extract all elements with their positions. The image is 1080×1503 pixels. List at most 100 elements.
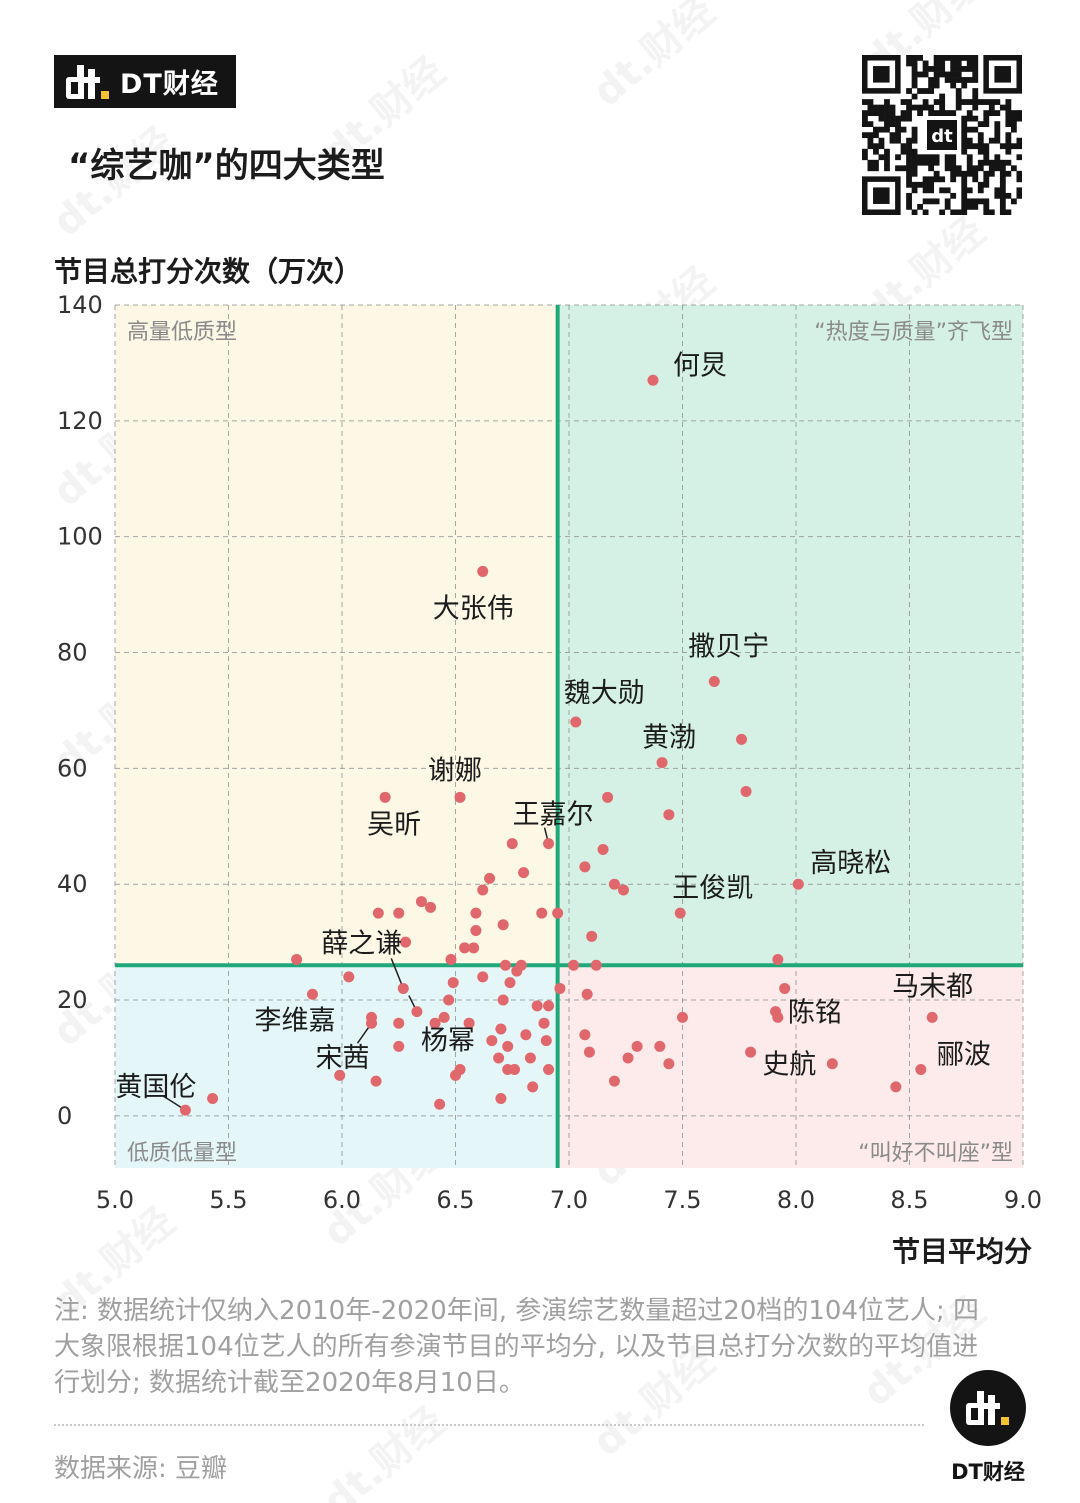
data-source: 数据来源: 豆瓣 (54, 1454, 228, 1484)
scatter-chart: 5.0 5.5 6.0 6.5 7.0 7.5 8.0 8.5 9.0 0 20 40 60 80 100 1… (57, 291, 1042, 1214)
x-tick-label: 5.5 (209, 1186, 247, 1214)
x-tick-label: 6.5 (436, 1186, 474, 1214)
data-point (477, 971, 489, 983)
point-label: 大张伟 (433, 593, 514, 624)
data-point (608, 878, 620, 890)
point-label: 高晓松 (810, 848, 891, 879)
bottom-brand-name: DT财经 (951, 1460, 1025, 1484)
quadrant-label-top-left: 高量低质型 (127, 320, 237, 345)
y-tick-label: 0 (57, 1102, 72, 1130)
dt-logo-accent-dot (101, 90, 109, 99)
point-label: 杨幂 (421, 1026, 475, 1057)
data-point (745, 1046, 757, 1058)
data-point-labeled (656, 757, 668, 769)
data-point (306, 988, 318, 1000)
footnote: 注: 数据统计仅纳入2010年-2020年间, 参演综艺数量超过20档的104位… (54, 1296, 980, 1398)
data-point (459, 942, 471, 954)
data-point (470, 907, 482, 919)
data-point-labeled (926, 1011, 938, 1023)
brand-badge: DT财经 (54, 55, 236, 108)
data-point (497, 994, 509, 1006)
data-point (527, 1081, 539, 1093)
data-point (540, 1035, 552, 1047)
data-point (443, 994, 455, 1006)
data-point (425, 901, 437, 913)
data-point (663, 1058, 675, 1070)
y-tick-label: 100 (57, 523, 103, 551)
data-point (890, 1081, 902, 1093)
brand-name: DT财经 (120, 69, 219, 100)
data-point-labeled (379, 791, 391, 803)
data-point (772, 953, 784, 965)
y-tick-label: 40 (57, 870, 88, 898)
data-point (554, 982, 566, 994)
data-point (506, 838, 518, 850)
data-point (504, 977, 516, 989)
data-point (415, 896, 427, 908)
point-label: 王俊凯 (672, 873, 753, 904)
footer-divider (54, 1424, 924, 1426)
point-label: 宋茜 (316, 1043, 370, 1074)
page-title: “综艺咖”的四大类型 (68, 146, 385, 186)
data-point (740, 786, 752, 798)
quadrant-top-left-bg (115, 305, 558, 966)
y-tick-label: 120 (57, 407, 103, 435)
data-point (463, 1017, 475, 1029)
data-point (536, 907, 548, 919)
data-point-labeled (772, 1011, 784, 1023)
data-point (538, 1017, 550, 1029)
data-point-labeled (411, 1006, 423, 1018)
data-point (581, 988, 593, 1000)
x-tick-label: 7.0 (550, 1186, 588, 1214)
data-point (495, 1092, 507, 1104)
data-point (470, 925, 482, 937)
x-tick-label: 8.0 (777, 1186, 815, 1214)
point-label: 黄国伦 (115, 1072, 196, 1103)
data-point (524, 1052, 536, 1064)
data-point (502, 1040, 514, 1052)
data-point-labeled (179, 1104, 191, 1116)
data-point (400, 936, 412, 948)
point-label: 郦波 (937, 1040, 991, 1071)
data-point-labeled (915, 1064, 927, 1076)
data-point (677, 1011, 688, 1023)
data-point (583, 1046, 595, 1058)
qr-code-icon: dt (862, 55, 1023, 216)
quadrant-bottom-left-bg (115, 965, 558, 1168)
data-point-labeled (570, 716, 582, 728)
data-point (499, 959, 511, 971)
dt-logo-round-icon (950, 1370, 1026, 1446)
point-label: 魏大勋 (564, 678, 645, 709)
data-point (579, 861, 591, 873)
data-point (495, 1023, 507, 1035)
data-point (552, 907, 564, 919)
point-label: 薛之谦 (321, 928, 402, 959)
data-point (370, 1075, 382, 1087)
data-point (486, 1035, 498, 1047)
y-tick-label: 20 (57, 986, 88, 1014)
point-label: 史航 (762, 1050, 816, 1081)
data-point-labeled (647, 374, 659, 386)
data-point (454, 1064, 466, 1076)
data-point (497, 919, 509, 931)
x-tick-label: 5.0 (96, 1186, 134, 1214)
data-point (617, 884, 629, 896)
data-point (779, 982, 791, 994)
x-tick-label: 8.5 (890, 1186, 928, 1214)
data-point (207, 1092, 219, 1104)
point-label: 王嘉尔 (513, 800, 594, 831)
data-point (291, 953, 303, 965)
data-point-labeled (454, 791, 466, 803)
watermark: dt.财经 (314, 1398, 454, 1503)
data-point (543, 1064, 555, 1076)
point-label: 陈铭 (788, 997, 842, 1028)
data-point (468, 942, 480, 954)
data-point (447, 977, 459, 989)
data-point (438, 1011, 450, 1023)
data-point (393, 1040, 405, 1052)
data-point (663, 809, 675, 821)
data-point (343, 971, 355, 983)
data-point-labeled (366, 1017, 378, 1029)
data-point (393, 1017, 405, 1029)
data-point-labeled (477, 565, 489, 577)
